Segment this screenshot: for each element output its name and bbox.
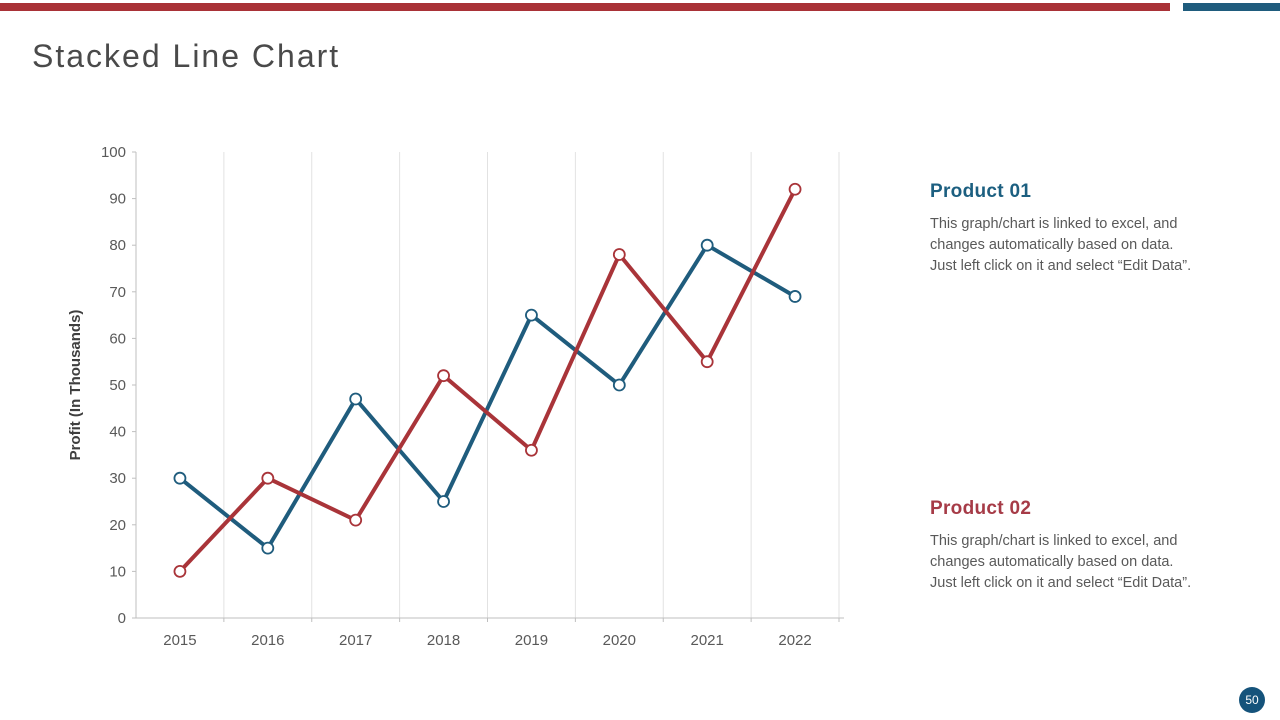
x-tick-label: 2015 bbox=[163, 632, 196, 649]
y-tick-label: 10 bbox=[109, 563, 126, 580]
data-point-marker-product-01 bbox=[261, 541, 275, 555]
page-number-badge: 50 bbox=[1239, 687, 1265, 713]
data-point-marker-product-01 bbox=[788, 290, 802, 303]
product-01-panel: Product 01 This graph/chart is linked to… bbox=[930, 181, 1230, 277]
top-accent-bar-blue bbox=[1183, 3, 1280, 11]
y-tick-label: 30 bbox=[109, 470, 126, 487]
slide-title: Stacked Line Chart bbox=[32, 38, 341, 75]
data-point-marker-product-02 bbox=[349, 513, 363, 527]
y-tick-label: 0 bbox=[118, 610, 126, 627]
y-tick-label: 90 bbox=[109, 191, 126, 208]
y-tick-label: 20 bbox=[109, 517, 126, 534]
y-tick-label: 100 bbox=[101, 144, 126, 161]
data-point-marker-product-02 bbox=[261, 471, 275, 485]
y-tick-label: 50 bbox=[109, 377, 126, 394]
x-tick-label: 2019 bbox=[515, 632, 548, 649]
data-point-marker-product-02 bbox=[700, 355, 714, 369]
y-tick-label: 80 bbox=[109, 237, 126, 254]
x-tick-label: 2022 bbox=[778, 632, 811, 649]
data-point-marker-product-01 bbox=[700, 238, 714, 252]
product-01-heading: Product 01 bbox=[930, 181, 1032, 202]
y-tick-label: 70 bbox=[109, 284, 126, 301]
data-point-marker-product-01 bbox=[525, 308, 538, 322]
data-point-marker-product-01 bbox=[437, 495, 450, 508]
top-accent-bar-red bbox=[0, 3, 1170, 11]
x-tick-label: 2021 bbox=[691, 632, 724, 649]
x-tick-label: 2018 bbox=[427, 632, 460, 649]
page-number: 50 bbox=[1245, 693, 1259, 707]
data-point-marker-product-02 bbox=[788, 182, 802, 196]
data-point-marker-product-02 bbox=[525, 443, 538, 457]
x-tick-label: 2020 bbox=[603, 632, 636, 649]
x-tick-label: 2016 bbox=[251, 632, 284, 649]
product-02-description: This graph/chart is linked to excel, and… bbox=[930, 533, 1192, 591]
data-point-marker-product-02 bbox=[437, 369, 450, 383]
y-tick-label: 60 bbox=[109, 330, 126, 347]
product-01-description: This graph/chart is linked to excel, and… bbox=[930, 216, 1192, 274]
y-axis-title: Profit (In Thousands) bbox=[67, 310, 84, 461]
line-chart: 0 10 20 30 40 50 60 70 80 90 100 2015 2016 2017 2018 20… bbox=[60, 140, 860, 660]
data-point-marker-product-02 bbox=[612, 248, 626, 261]
data-point-marker-product-02 bbox=[173, 564, 187, 578]
y-tick-label: 40 bbox=[109, 424, 126, 441]
series-line-product-02 bbox=[177, 187, 798, 574]
data-point-marker-product-01 bbox=[349, 392, 363, 406]
series-line-product-01 bbox=[177, 243, 798, 551]
line-chart-canvas: 0 10 20 30 40 50 60 70 80 90 100 2015 2016 2017 2018 20… bbox=[67, 144, 844, 649]
product-02-panel: Product 02 This graph/chart is linked to… bbox=[930, 498, 1230, 594]
data-point-marker-product-01 bbox=[612, 378, 626, 392]
product-02-heading: Product 02 bbox=[930, 498, 1032, 519]
data-point-marker-product-01 bbox=[173, 471, 187, 485]
x-tick-label: 2017 bbox=[339, 632, 372, 649]
